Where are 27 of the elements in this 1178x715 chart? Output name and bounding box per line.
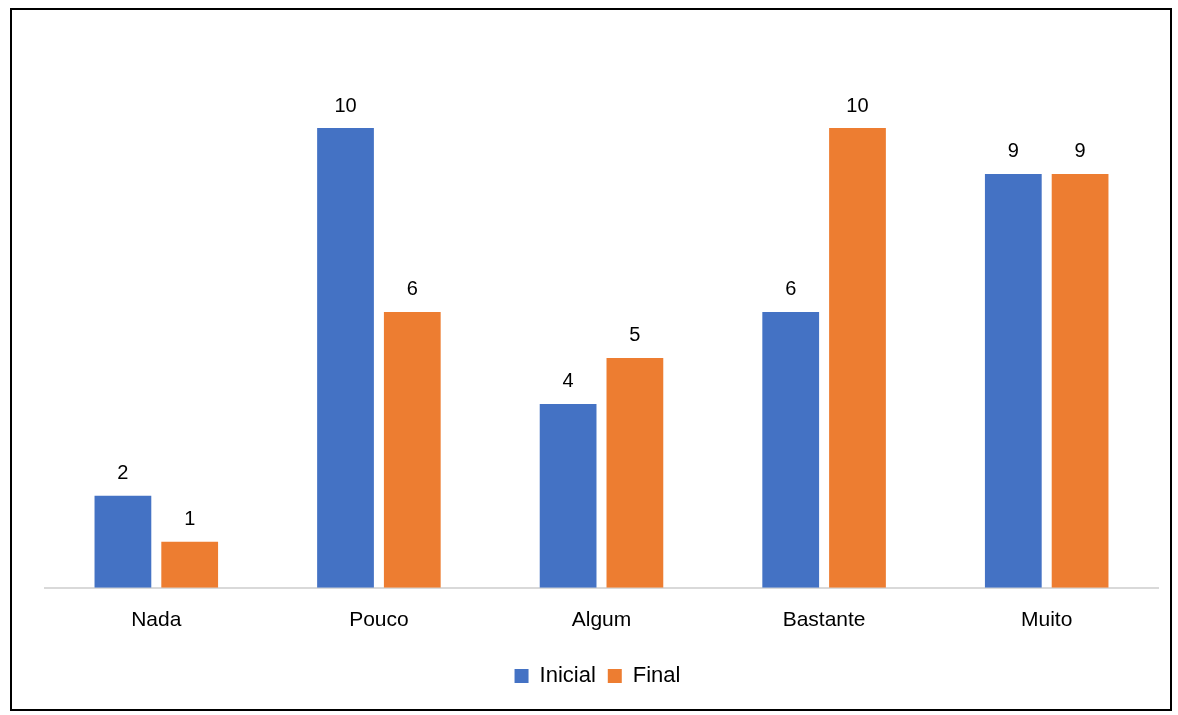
data-label: 6 [785, 277, 797, 300]
data-label: 4 [562, 369, 574, 392]
x-tick-label: Nada [131, 607, 182, 631]
bar [94, 495, 152, 588]
data-label: 10 [846, 93, 869, 116]
data-label: 9 [1007, 139, 1019, 162]
bar [984, 173, 1042, 588]
x-tick-label: Algum [571, 607, 632, 631]
bar [1051, 173, 1109, 588]
x-tick-label: Bastante [782, 607, 866, 631]
legend-label: Final [632, 662, 681, 688]
bar [317, 128, 374, 588]
bar [383, 311, 441, 588]
bar [539, 403, 597, 588]
legend-label: Inicial [539, 662, 596, 688]
data-label: 10 [334, 93, 357, 116]
data-label: 2 [117, 461, 129, 484]
data-label: 9 [1074, 139, 1086, 162]
bar [161, 541, 219, 588]
data-label: 5 [629, 323, 641, 346]
bar [829, 128, 886, 588]
data-label: 1 [184, 507, 196, 530]
bar [606, 357, 664, 588]
x-tick-label: Pouco [349, 607, 409, 631]
x-tick-label: Muito [1021, 607, 1073, 631]
data-label: 6 [406, 277, 418, 300]
bar [762, 311, 820, 588]
